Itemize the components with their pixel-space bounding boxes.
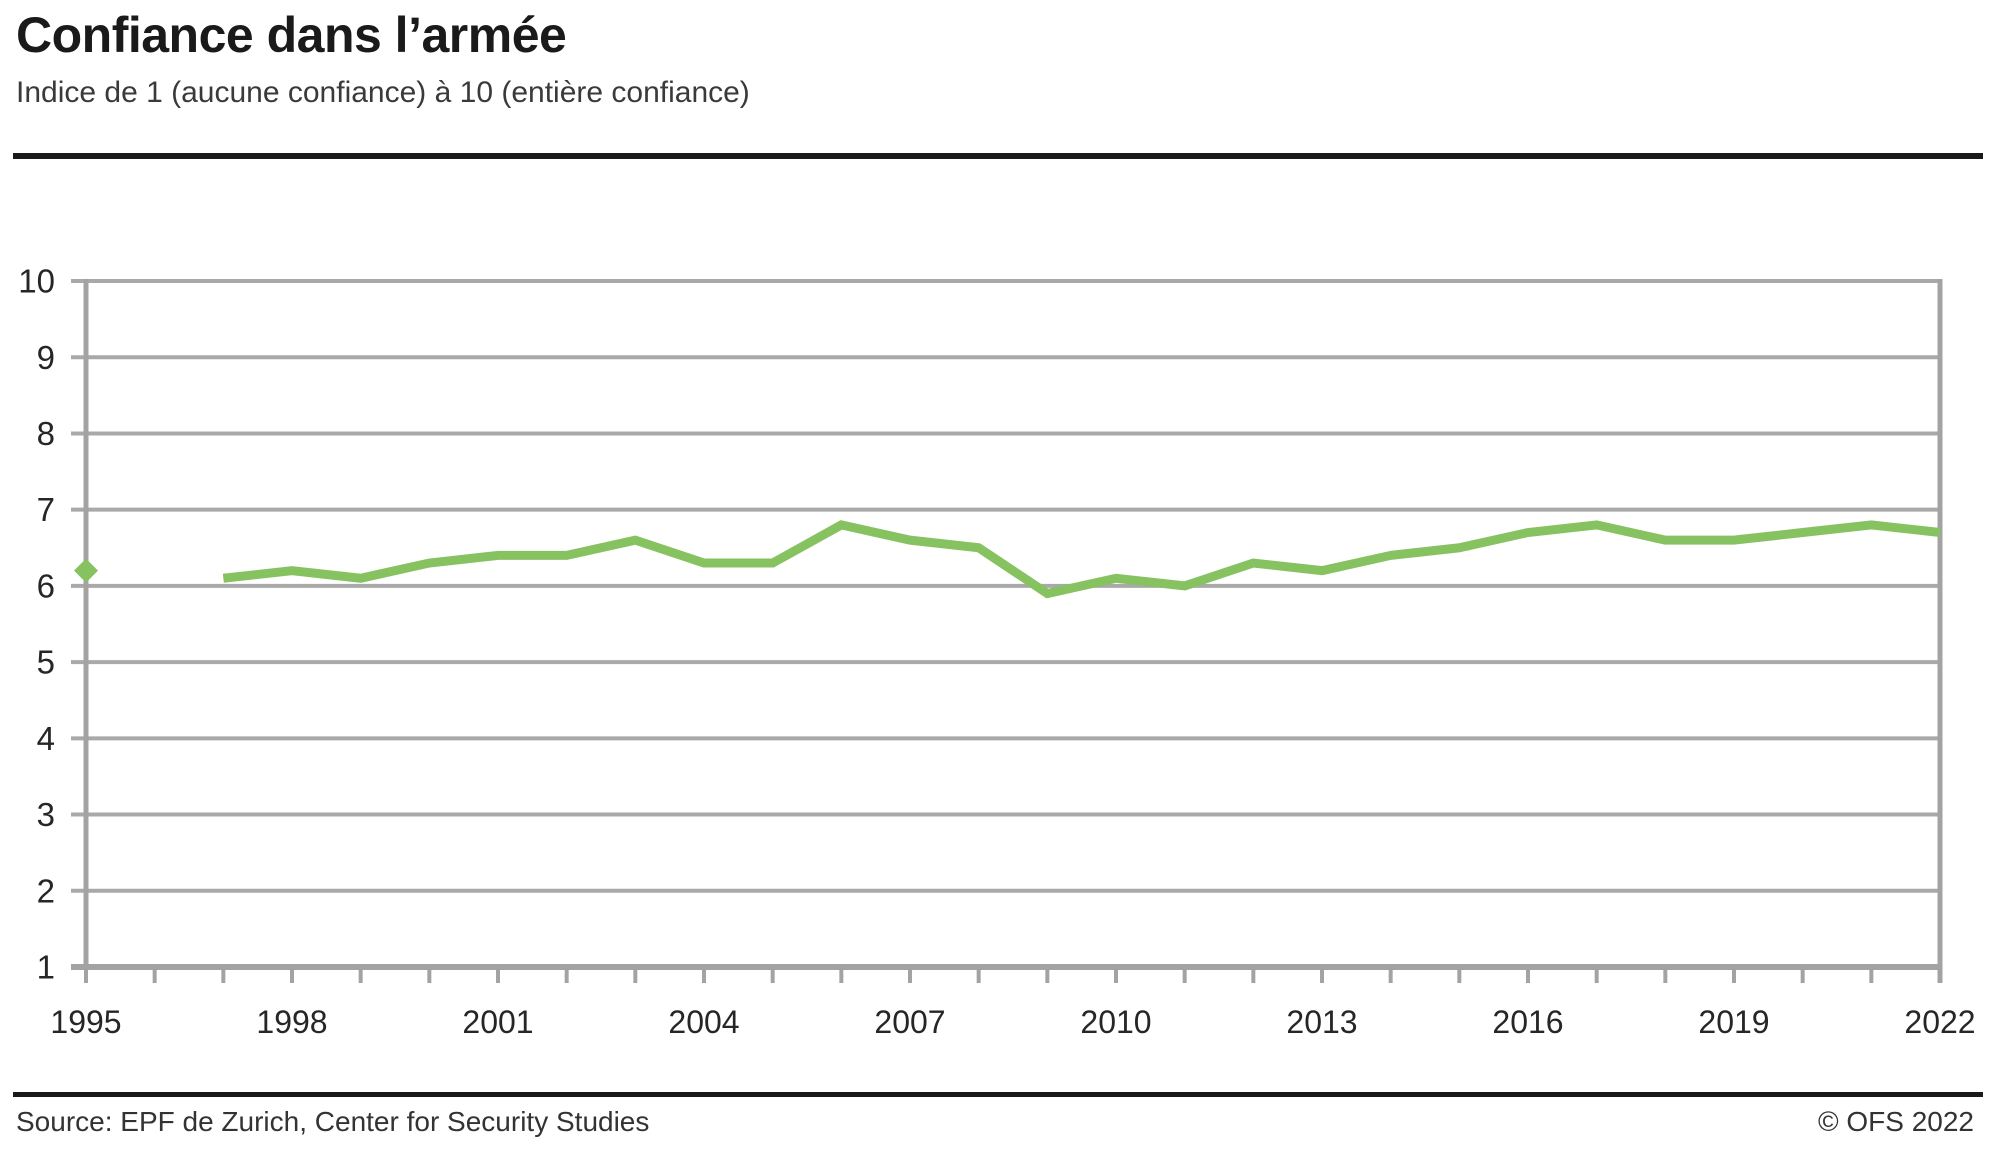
y-tick-label-6: 6	[37, 567, 55, 604]
y-tick-label-2: 2	[37, 872, 55, 909]
y-tick-label-9: 9	[37, 339, 55, 376]
trend-line	[222, 520, 1941, 599]
y-tick-label-1: 1	[37, 949, 55, 986]
x-tick-label-2019: 2019	[1698, 1004, 1769, 1040]
y-tick-label-7: 7	[37, 491, 55, 528]
y-tick-label-10: 10	[18, 263, 55, 300]
copyright-note: © OFS 2022	[1817, 1106, 1974, 1137]
x-tick-label-2007: 2007	[874, 1004, 945, 1040]
y-tick-label-3: 3	[37, 796, 55, 833]
x-tick-label-2001: 2001	[462, 1004, 533, 1040]
x-tick-label-2004: 2004	[668, 1004, 739, 1040]
source-note: Source: EPF de Zurich, Center for Securi…	[16, 1106, 650, 1137]
x-tick-label-2022: 2022	[1904, 1004, 1975, 1040]
chart-title: Confiance dans l’armée	[16, 7, 567, 63]
y-tick-label-4: 4	[37, 720, 55, 757]
x-tick-label-1998: 1998	[256, 1004, 327, 1040]
chart-subtitle: Indice de 1 (aucune confiance) à 10 (ent…	[16, 76, 750, 109]
x-tick-label-1995: 1995	[50, 1004, 121, 1040]
x-tick-label-2013: 2013	[1286, 1004, 1357, 1040]
x-tick-label-2010: 2010	[1080, 1004, 1151, 1040]
header-rule	[13, 153, 1983, 159]
diamond-marker	[74, 558, 98, 583]
y-tick-label-8: 8	[37, 415, 55, 452]
y-tick-label-5: 5	[37, 644, 55, 681]
x-tick-label-2016: 2016	[1492, 1004, 1563, 1040]
footer-rule	[13, 1092, 1983, 1097]
